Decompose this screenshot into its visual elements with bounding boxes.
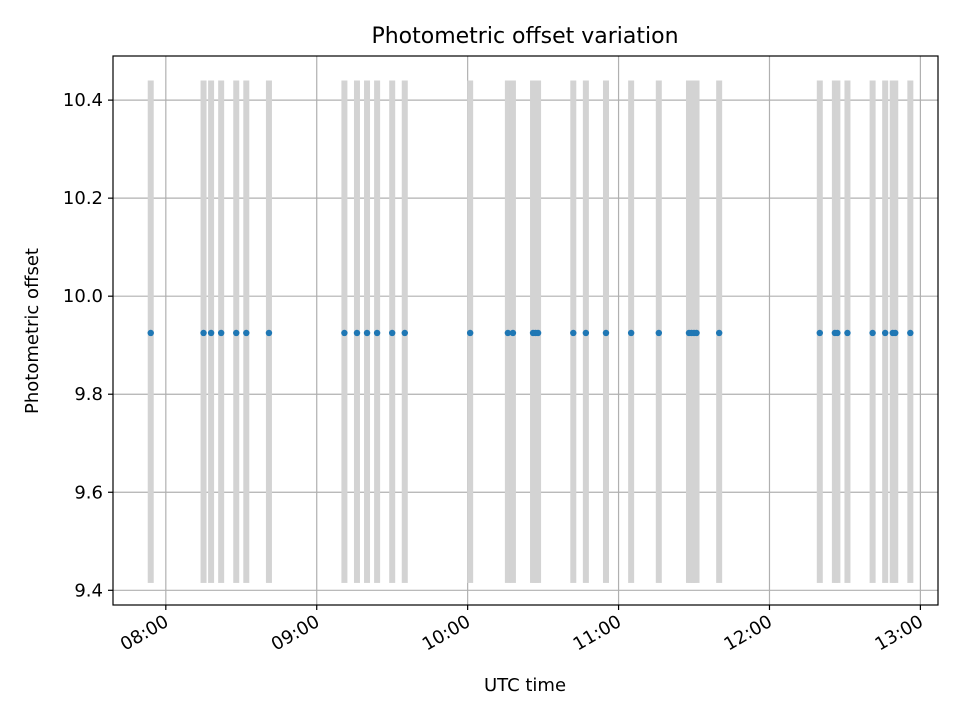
- y-ticks: 9.4 9.6 9.8 10.0 10.2 10.4: [63, 90, 113, 601]
- data-points: [147, 329, 914, 337]
- data-point: [869, 329, 876, 337]
- data-point: [816, 329, 823, 337]
- data-point: [363, 329, 371, 337]
- data-point: [627, 329, 635, 337]
- y-tick-label: 10.0: [63, 286, 103, 307]
- data-point: [907, 329, 914, 337]
- grid: [113, 56, 938, 605]
- y-tick-label: 9.8: [74, 384, 103, 405]
- data-point: [570, 329, 577, 337]
- data-point: [582, 329, 590, 337]
- chart-title: Photometric offset variation: [371, 24, 678, 49]
- x-tick-label: 12:00: [721, 611, 776, 655]
- y-tick-label: 9.6: [74, 482, 103, 503]
- data-point: [504, 329, 512, 337]
- data-point: [655, 329, 663, 337]
- y-axis-label: Photometric offset: [22, 248, 43, 414]
- data-point: [217, 329, 225, 337]
- data-point: [401, 329, 408, 337]
- x-tick-label: 10:00: [419, 611, 474, 655]
- data-point: [207, 329, 215, 337]
- data-point: [353, 329, 361, 337]
- y-tick-label: 10.4: [63, 90, 103, 111]
- data-point: [602, 329, 610, 337]
- y-tick-label: 10.2: [63, 188, 103, 209]
- data-point: [388, 329, 396, 337]
- x-axis-label: UTC time: [484, 675, 566, 696]
- plot-frame: [112, 55, 939, 606]
- data-point: [715, 329, 723, 337]
- data-point: [892, 329, 899, 337]
- x-ticks: 08:00 09:00 10:00 11:00 12:00 13:00: [117, 605, 927, 655]
- x-tick-label: 11:00: [570, 611, 625, 655]
- data-point: [233, 329, 240, 337]
- data-point: [844, 329, 851, 337]
- data-point: [534, 329, 542, 337]
- x-tick-label: 08:00: [117, 611, 172, 655]
- data-point: [373, 329, 381, 337]
- data-point: [147, 329, 154, 337]
- data-point: [509, 329, 517, 337]
- data-point: [200, 329, 207, 337]
- data-point: [693, 329, 700, 337]
- x-tick-label: 09:00: [268, 611, 323, 655]
- data-point: [243, 329, 250, 337]
- data-point: [341, 329, 348, 337]
- data-point: [881, 329, 889, 337]
- data-point: [265, 329, 273, 337]
- data-point: [834, 329, 841, 337]
- x-tick-label: 13:00: [871, 611, 926, 655]
- y-tick-label: 9.4: [74, 580, 103, 601]
- data-point: [466, 329, 474, 337]
